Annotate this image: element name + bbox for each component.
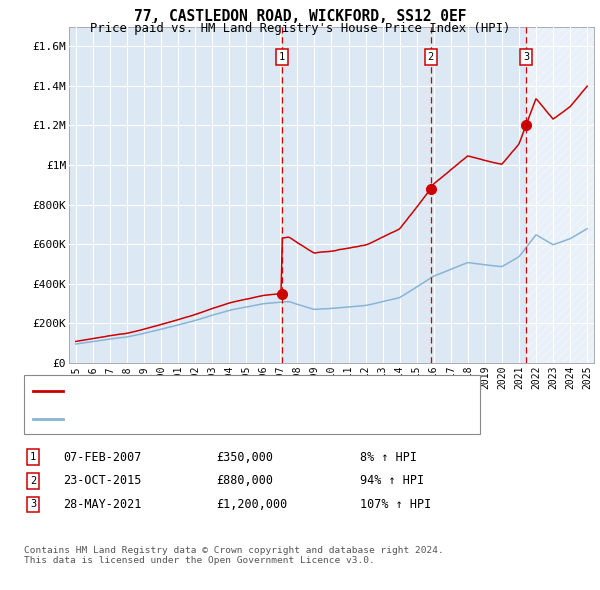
Text: 94% ↑ HPI: 94% ↑ HPI (360, 474, 424, 487)
Bar (526, 27, 594, 363)
Text: £350,000: £350,000 (216, 451, 273, 464)
Text: HPI: Average price, detached house, Basildon: HPI: Average price, detached house, Basi… (68, 414, 343, 424)
Text: 23-OCT-2015: 23-OCT-2015 (63, 474, 142, 487)
Text: 07-FEB-2007: 07-FEB-2007 (63, 451, 142, 464)
Text: 107% ↑ HPI: 107% ↑ HPI (360, 498, 431, 511)
Text: £1,200,000: £1,200,000 (216, 498, 287, 511)
Text: 1: 1 (279, 52, 285, 62)
Text: 3: 3 (523, 52, 529, 62)
Text: 8% ↑ HPI: 8% ↑ HPI (360, 451, 417, 464)
Bar (526, 27, 594, 363)
Text: 1: 1 (30, 453, 36, 462)
Text: 77, CASTLEDON ROAD, WICKFORD, SS12 0EF (detached house): 77, CASTLEDON ROAD, WICKFORD, SS12 0EF (… (68, 386, 412, 396)
Text: 77, CASTLEDON ROAD, WICKFORD, SS12 0EF: 77, CASTLEDON ROAD, WICKFORD, SS12 0EF (134, 9, 466, 24)
Text: 3: 3 (30, 500, 36, 509)
Text: Price paid vs. HM Land Registry's House Price Index (HPI): Price paid vs. HM Land Registry's House … (90, 22, 510, 35)
Text: £880,000: £880,000 (216, 474, 273, 487)
Text: 28-MAY-2021: 28-MAY-2021 (63, 498, 142, 511)
Text: 2: 2 (428, 52, 434, 62)
Text: 2: 2 (30, 476, 36, 486)
Text: Contains HM Land Registry data © Crown copyright and database right 2024.
This d: Contains HM Land Registry data © Crown c… (24, 546, 444, 565)
